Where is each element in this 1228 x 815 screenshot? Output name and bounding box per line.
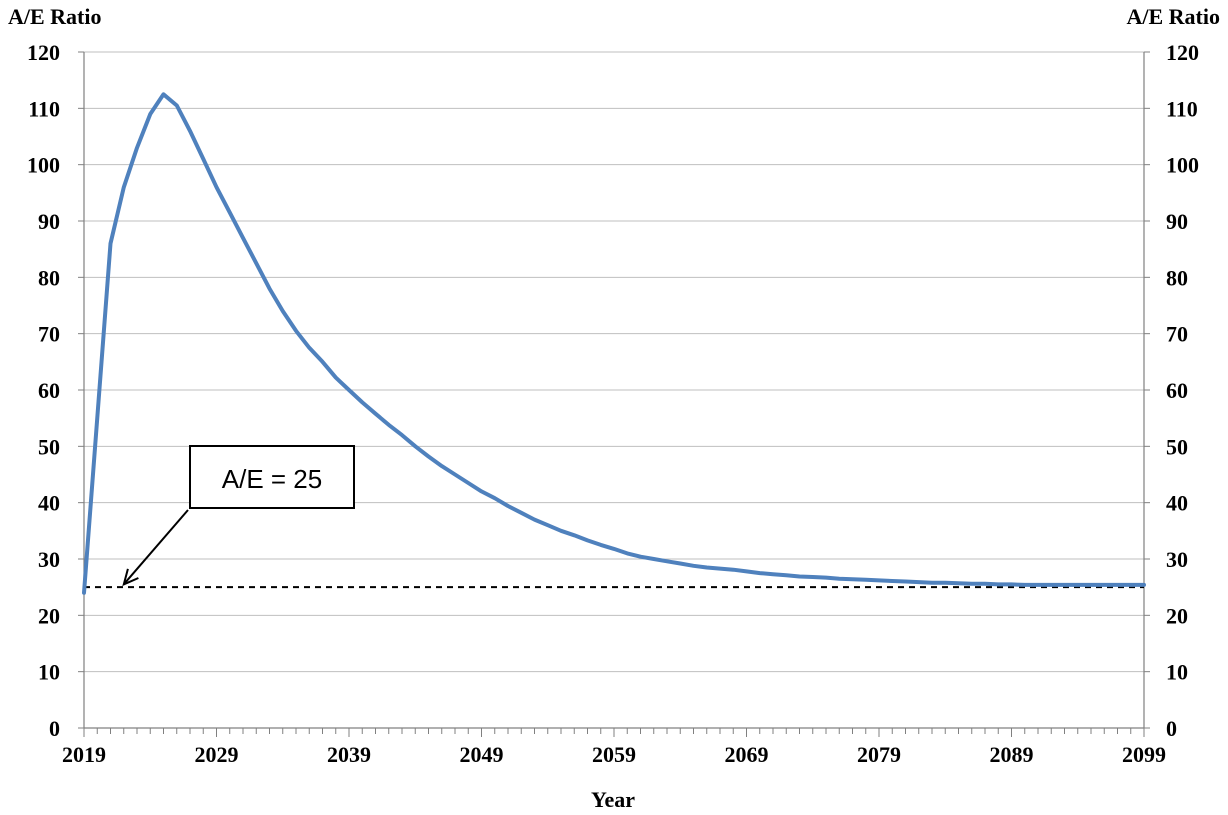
y-tick-label-right-50: 50 [1166,434,1188,459]
y-tick-label-right-40: 40 [1166,491,1188,516]
y-tick-label-right-0: 0 [1166,716,1177,741]
annotation-arrow-shaft [122,509,189,586]
y-tick-label-right-120: 120 [1166,40,1199,65]
y-tick-label-left-120: 120 [27,40,60,65]
y-tick-label-left-70: 70 [38,322,60,347]
x-tick-label-2089: 2089 [990,742,1034,767]
series-group [82,92,1146,595]
series-line-0 [82,92,1146,595]
x-tick-label-2099: 2099 [1122,742,1166,767]
x-tick-label-2079: 2079 [857,742,901,767]
x-axis-title: Year [591,787,635,812]
y-tick-label-left-40: 40 [38,491,60,516]
y-tick-label-left-100: 100 [27,153,60,178]
y-tick-label-left-50: 50 [38,434,60,459]
y-tick-label-right-60: 60 [1166,378,1188,403]
annotation-arrow-head [122,568,139,587]
annotation-box [189,445,355,509]
y-tick-label-right-30: 30 [1166,547,1188,572]
x-tick-label-2039: 2039 [327,742,371,767]
x-tick-label-2059: 2059 [592,742,636,767]
y-axis-title-left: A/E Ratio [8,4,102,29]
y-tick-label-right-10: 10 [1166,660,1188,685]
y-tick-label-left-0: 0 [49,716,60,741]
y-tick-label-right-90: 90 [1166,209,1188,234]
y-tick-label-right-70: 70 [1166,322,1188,347]
x-tick-label-2019: 2019 [62,742,106,767]
x-tick-label-2069: 2069 [725,742,769,767]
y-tick-label-left-30: 30 [38,547,60,572]
y-tick-label-left-60: 60 [38,378,60,403]
grid-lines [84,51,1144,673]
y-tick-label-left-90: 90 [38,209,60,234]
x-tick-label-2029: 2029 [195,742,239,767]
y-axis-title-right: A/E Ratio [1127,4,1221,29]
y-tick-label-right-110: 110 [1166,96,1198,121]
y-tick-label-left-20: 20 [38,603,60,628]
y-tick-label-right-100: 100 [1166,153,1199,178]
annotation-label: A/E = 25 [222,464,322,494]
x-tick-label-2049: 2049 [460,742,504,767]
y-tick-label-left-110: 110 [28,96,60,121]
annotation-group: A/E = 25 [122,445,355,587]
y-tick-label-left-80: 80 [38,265,60,290]
y-tick-label-right-20: 20 [1166,603,1188,628]
axes [78,51,1150,737]
tick-labels: 0 0 10 10 20 20 30 30 40 40 50 50 60 60 70 70 80 80 90 90 10… [27,40,1199,767]
y-tick-label-left-10: 10 [38,660,60,685]
y-tick-label-right-80: 80 [1166,265,1188,290]
